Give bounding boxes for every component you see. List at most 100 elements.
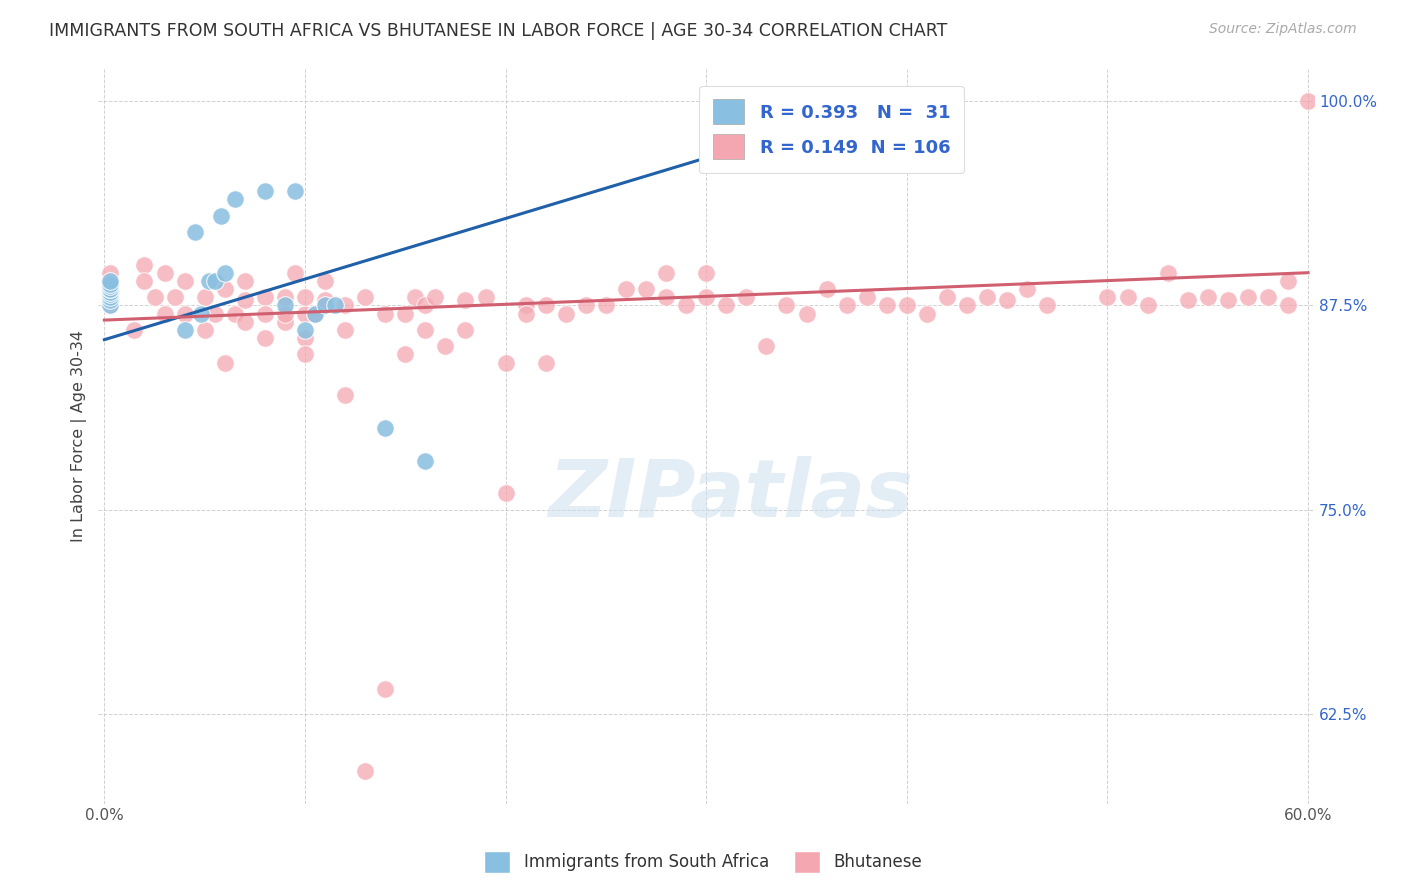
- Point: [333, 388, 356, 402]
- Point: [100, 277, 122, 292]
- Point: [1036, 298, 1059, 312]
- Point: [876, 298, 898, 312]
- Point: [233, 315, 256, 329]
- Point: [173, 307, 195, 321]
- Point: [1237, 290, 1260, 304]
- Point: [253, 184, 276, 198]
- Point: [143, 290, 166, 304]
- Point: [153, 307, 176, 321]
- Point: [253, 290, 276, 304]
- Point: [354, 764, 377, 778]
- Point: [274, 298, 297, 312]
- Point: [765, 111, 787, 125]
- Point: [204, 274, 226, 288]
- Text: IMMIGRANTS FROM SOUTH AFRICA VS BHUTANESE IN LABOR FORCE | AGE 30-34 CORRELATION: IMMIGRANTS FROM SOUTH AFRICA VS BHUTANES…: [49, 22, 948, 40]
- Point: [1277, 274, 1299, 288]
- Point: [274, 290, 297, 304]
- Point: [214, 266, 236, 280]
- Point: [284, 266, 307, 280]
- Point: [775, 298, 797, 312]
- Point: [1277, 298, 1299, 312]
- Point: [595, 298, 617, 312]
- Point: [294, 290, 316, 304]
- Point: [100, 292, 122, 306]
- Text: ZIPatlas: ZIPatlas: [548, 456, 912, 534]
- Point: [515, 307, 537, 321]
- Point: [214, 355, 236, 369]
- Point: [194, 290, 217, 304]
- Point: [100, 290, 122, 304]
- Point: [100, 295, 122, 310]
- Point: [495, 486, 517, 500]
- Point: [655, 290, 678, 304]
- Point: [100, 290, 122, 304]
- Point: [304, 307, 326, 321]
- Point: [575, 298, 598, 312]
- Point: [134, 258, 156, 272]
- Point: [274, 307, 297, 321]
- Point: [233, 274, 256, 288]
- Point: [1177, 293, 1199, 308]
- Point: [333, 323, 356, 337]
- Point: [404, 290, 426, 304]
- Point: [956, 298, 979, 312]
- Point: [896, 298, 918, 312]
- Point: [415, 323, 437, 337]
- Point: [314, 274, 336, 288]
- Point: [415, 298, 437, 312]
- Point: [374, 421, 396, 435]
- Point: [855, 111, 877, 125]
- Point: [554, 307, 576, 321]
- Point: [976, 290, 998, 304]
- Point: [163, 290, 186, 304]
- Point: [1197, 290, 1219, 304]
- Point: [1156, 266, 1178, 280]
- Point: [835, 298, 858, 312]
- Point: [100, 274, 122, 288]
- Point: [515, 298, 537, 312]
- Point: [173, 274, 195, 288]
- Point: [815, 282, 838, 296]
- Point: [695, 266, 717, 280]
- Point: [695, 290, 717, 304]
- Point: [100, 280, 122, 294]
- Point: [100, 287, 122, 301]
- Point: [183, 225, 205, 239]
- Point: [1257, 290, 1279, 304]
- Point: [716, 298, 738, 312]
- Point: [474, 290, 496, 304]
- Point: [274, 315, 297, 329]
- Point: [224, 307, 246, 321]
- Point: [100, 285, 122, 300]
- Point: [294, 307, 316, 321]
- Point: [454, 323, 477, 337]
- Legend: R = 0.393   N =  31, R = 0.149  N = 106: R = 0.393 N = 31, R = 0.149 N = 106: [699, 86, 965, 172]
- Point: [253, 331, 276, 345]
- Point: [124, 323, 146, 337]
- Point: [197, 274, 219, 288]
- Point: [100, 298, 122, 312]
- Point: [314, 293, 336, 308]
- Point: [100, 266, 122, 280]
- Y-axis label: In Labor Force | Age 30-34: In Labor Force | Age 30-34: [72, 330, 87, 542]
- Point: [323, 298, 346, 312]
- Point: [333, 298, 356, 312]
- Point: [314, 298, 336, 312]
- Point: [454, 293, 477, 308]
- Point: [209, 209, 232, 223]
- Point: [796, 307, 818, 321]
- Point: [153, 266, 176, 280]
- Point: [1216, 293, 1239, 308]
- Point: [995, 293, 1018, 308]
- Point: [755, 339, 778, 353]
- Point: [204, 307, 226, 321]
- Point: [374, 682, 396, 697]
- Point: [294, 323, 316, 337]
- Point: [1136, 298, 1159, 312]
- Point: [233, 293, 256, 308]
- Point: [100, 282, 122, 296]
- Point: [253, 307, 276, 321]
- Point: [284, 184, 307, 198]
- Point: [100, 298, 122, 312]
- Point: [100, 274, 122, 288]
